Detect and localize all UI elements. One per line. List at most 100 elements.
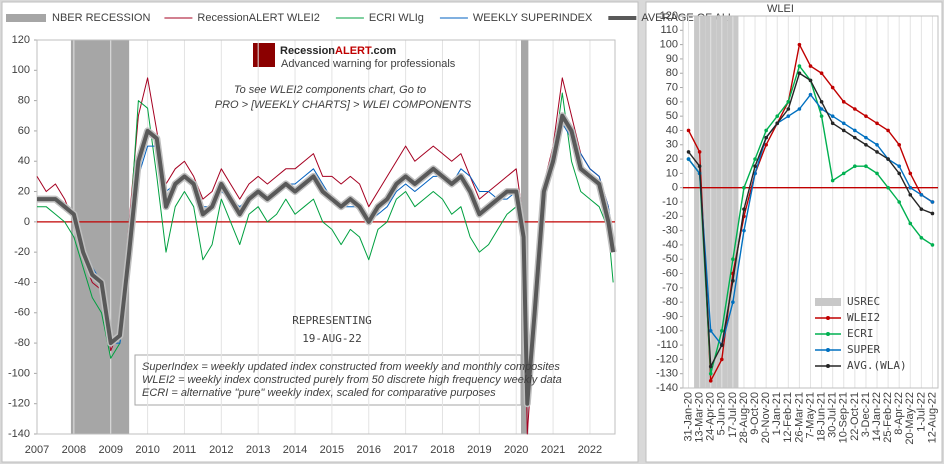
series-marker <box>742 185 746 190</box>
series-marker <box>808 78 813 83</box>
y-tick-label: -40 <box>662 239 678 251</box>
x-tick-label: 10-Sep-21 <box>838 392 850 443</box>
series-marker <box>864 164 868 169</box>
x-tick-label: 2018 <box>430 444 454 456</box>
x-tick-label: 17-Jul-20 <box>727 392 739 438</box>
x-tick-label: 2015 <box>320 444 344 456</box>
series-marker <box>708 364 713 369</box>
series-marker <box>686 128 691 133</box>
series-marker <box>841 128 846 133</box>
series-marker <box>720 343 724 347</box>
y-tick-label: 110 <box>660 24 678 36</box>
series-marker <box>886 157 890 161</box>
series-marker <box>819 107 824 111</box>
y-tick-label: 20 <box>666 153 678 165</box>
x-tick-label: 2017 <box>393 444 417 456</box>
y-tick-label: -70 <box>662 282 678 294</box>
legend-label: WEEKLY SUPERINDEX <box>473 12 593 24</box>
y-tick-label: -90 <box>662 310 678 322</box>
series-marker <box>841 171 846 176</box>
series-marker <box>919 193 924 197</box>
series-marker <box>720 328 724 333</box>
x-tick-label: 18-Jun-21 <box>815 392 827 442</box>
x-tick-label: 2016 <box>357 444 381 456</box>
series-marker <box>764 128 768 133</box>
logo-text: RecessionALERT.com <box>280 45 396 57</box>
y-tick-label: 80 <box>18 95 30 107</box>
series-marker <box>875 171 879 176</box>
series-marker <box>853 164 857 169</box>
series-marker <box>786 114 791 118</box>
x-tick-label: 1-Jan-21 <box>771 392 783 435</box>
legend-label: NBER RECESSION <box>52 12 150 24</box>
legend-label: ECRI <box>847 327 874 340</box>
x-tick-label: 2011 <box>173 444 197 456</box>
series-marker <box>875 142 879 147</box>
legend-label: RecessionALERT WLEI2 <box>197 12 319 24</box>
legend-swatch <box>815 298 841 306</box>
y-tick-label: -30 <box>662 225 678 237</box>
series-marker <box>797 107 802 111</box>
legend-swatch <box>826 348 830 352</box>
y-tick-label: 50 <box>666 110 678 122</box>
series-marker <box>897 171 901 176</box>
y-tick-label: 70 <box>666 81 678 93</box>
y-tick-label: -80 <box>662 296 678 308</box>
series-marker <box>886 128 890 133</box>
series-marker <box>742 207 746 211</box>
series-marker <box>819 71 824 76</box>
y-tick-label: -40 <box>14 276 30 288</box>
y-tick-label: 30 <box>666 139 678 151</box>
y-tick-label: -140 <box>8 428 30 440</box>
series-marker <box>841 100 846 104</box>
series-marker <box>731 278 735 283</box>
series-marker <box>864 135 868 140</box>
series-marker <box>919 207 924 211</box>
series-marker <box>830 85 835 90</box>
x-tick-label: 2022 <box>578 444 602 456</box>
y-tick-label: 60 <box>18 125 30 137</box>
series-marker <box>786 107 791 111</box>
x-tick-label: 5-Jun-20 <box>716 392 728 435</box>
series-marker <box>853 128 857 133</box>
y-tick-label: -20 <box>14 246 30 258</box>
y-tick-label: 40 <box>666 124 678 136</box>
series-marker <box>731 257 735 262</box>
y-tick-label: -10 <box>662 196 678 208</box>
legend-label: ECRI WLIg <box>369 12 424 24</box>
y-tick-label: 100 <box>12 64 30 76</box>
annotation: ECRI = alternative "pure" weekly index, … <box>142 387 496 399</box>
series-marker <box>775 121 780 126</box>
x-tick-label: 2010 <box>135 444 159 456</box>
logo-tagline: Advanced warning for professionals <box>281 58 456 70</box>
series-marker <box>930 200 935 204</box>
series-marker <box>697 150 702 154</box>
series-marker <box>864 114 868 118</box>
x-tick-label: 3-Dec-21 <box>860 392 872 437</box>
series-marker <box>908 185 913 190</box>
series-marker <box>764 142 768 147</box>
annotation: WLEI2 = weekly index constructed purely … <box>142 374 562 386</box>
y-tick-label: 60 <box>666 96 678 108</box>
y-tick-label: 100 <box>660 39 678 51</box>
x-tick-label: 2009 <box>98 444 122 456</box>
legend-swatch <box>826 332 830 336</box>
plot-frame <box>682 15 939 389</box>
series-marker <box>764 135 768 140</box>
y-tick-label: -110 <box>657 339 678 351</box>
series-marker <box>930 243 935 247</box>
x-tick-label: 20-Nov-20 <box>760 392 772 443</box>
x-tick-label: 24-Apr-20 <box>705 392 717 441</box>
y-tick-label: -80 <box>14 337 30 349</box>
x-tick-label: 20-May-22 <box>904 392 916 445</box>
series-marker <box>908 171 913 176</box>
y-tick-label: -100 <box>8 367 30 379</box>
y-tick-label: -120 <box>8 398 30 410</box>
y-tick-label: 0 <box>672 182 678 194</box>
series-marker <box>853 107 857 111</box>
y-tick-label: 0 <box>24 216 30 228</box>
note-box <box>134 354 522 406</box>
series-marker <box>864 142 868 147</box>
x-tick-label: 14-Jan-22 <box>871 392 883 442</box>
legend-label: WLEI2 <box>847 311 880 324</box>
